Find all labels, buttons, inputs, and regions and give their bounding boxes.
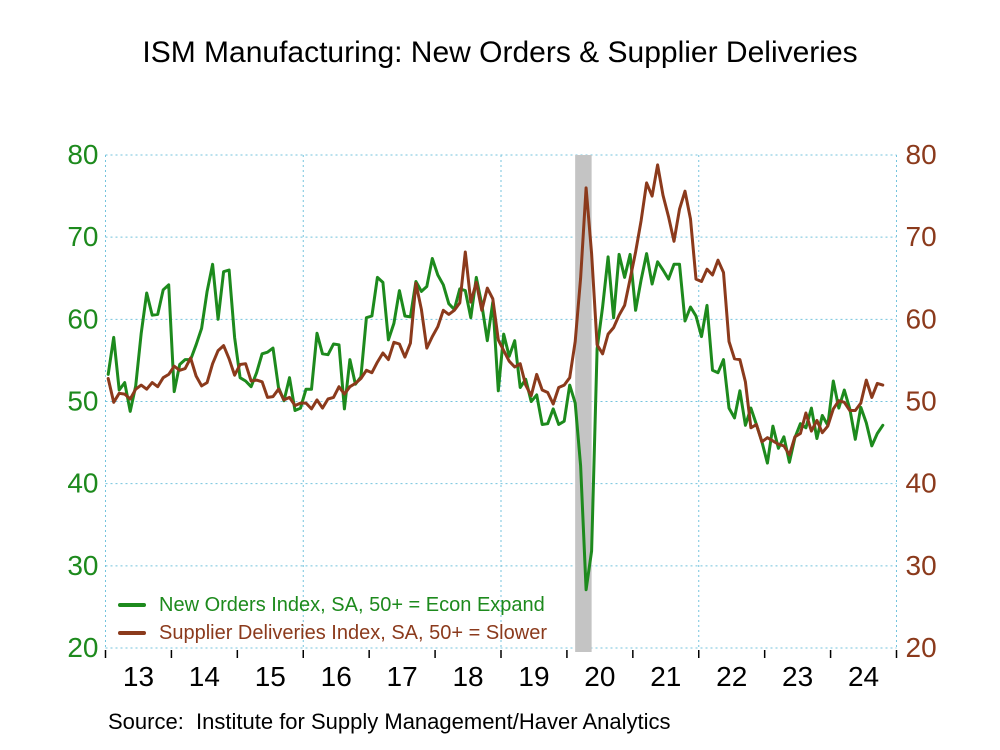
x-axis-label-24: 24 <box>848 661 879 692</box>
x-axis-label-17: 17 <box>387 661 418 692</box>
x-axis-label-23: 23 <box>782 661 813 692</box>
series-line-new-orders <box>106 252 885 592</box>
source-note: Source: Institute for Supply Management/… <box>108 709 671 734</box>
supplier-deliveries-legend-label: Supplier Deliveries Index, SA, 50+ = Slo… <box>159 621 547 644</box>
x-axis-label-20: 20 <box>584 661 615 692</box>
x-axis-label-22: 22 <box>716 661 747 692</box>
x-axis-label-21: 21 <box>650 661 681 692</box>
y-axis-label-right-30: 30 <box>906 550 937 581</box>
supplier-deliveries-line-swatch <box>118 631 146 635</box>
y-axis-label-left-50: 50 <box>67 386 98 417</box>
x-axis-label-19: 19 <box>518 661 549 692</box>
x-axis-label-16: 16 <box>321 661 352 692</box>
legend-item-supplier-deliveries: Supplier Deliveries Index, SA, 50+ = Slo… <box>118 619 547 647</box>
x-axis-label-13: 13 <box>123 661 154 692</box>
y-axis-label-right-60: 60 <box>906 303 937 334</box>
y-axis-label-left-60: 60 <box>67 303 98 334</box>
y-axis-label-left-40: 40 <box>67 468 98 499</box>
chart-legend: New Orders Index, SA, 50+ = Econ Expand … <box>118 591 547 647</box>
x-axis-label-14: 14 <box>189 661 220 692</box>
y-axis-label-left-20: 20 <box>67 632 98 663</box>
y-axis-label-right-40: 40 <box>906 468 937 499</box>
x-axis-label-18: 18 <box>452 661 483 692</box>
y-axis-label-right-80: 80 <box>906 139 937 170</box>
y-axis-label-left-70: 70 <box>67 221 98 252</box>
series-line-supplier-deliveries <box>106 163 885 457</box>
legend-item-new-orders: New Orders Index, SA, 50+ = Econ Expand <box>118 591 547 619</box>
y-axis-label-left-80: 80 <box>67 139 98 170</box>
new-orders-legend-label: New Orders Index, SA, 50+ = Econ Expand <box>159 593 545 616</box>
y-axis-label-left-30: 30 <box>67 550 98 581</box>
y-axis-label-right-70: 70 <box>906 221 937 252</box>
new-orders-line-swatch <box>118 603 146 607</box>
y-axis-label-right-50: 50 <box>906 386 937 417</box>
chart-title: ISM Manufacturing: New Orders & Supplier… <box>142 36 858 69</box>
x-axis-label-15: 15 <box>255 661 286 692</box>
y-axis-label-right-20: 20 <box>906 632 937 663</box>
